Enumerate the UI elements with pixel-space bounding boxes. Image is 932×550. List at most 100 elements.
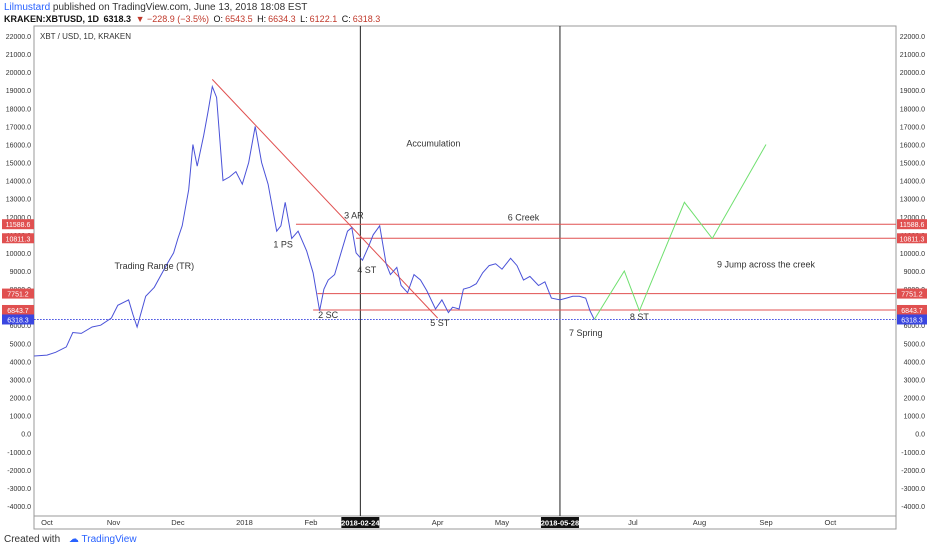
x-tick-label: Jul bbox=[628, 518, 638, 527]
y-tick-label-right: 0.0 bbox=[915, 432, 925, 439]
low-label: L: bbox=[300, 14, 308, 24]
y-tick-label-left: 6000.0 bbox=[10, 323, 32, 330]
level-label-right: 6843.7 bbox=[901, 308, 923, 315]
y-tick-label-left: 1000.0 bbox=[10, 414, 32, 421]
x-tick-label: May bbox=[495, 518, 509, 527]
y-tick-label-right: 3000.0 bbox=[904, 377, 926, 384]
x-tick-label: 2018 bbox=[236, 518, 253, 527]
level-badge-right bbox=[897, 304, 927, 315]
level-badge-right bbox=[897, 288, 927, 299]
y-tick-label-right: 20000.0 bbox=[900, 70, 925, 77]
y-tick-label-left: 0.0 bbox=[21, 432, 31, 439]
annotation-label: 3 AR bbox=[344, 211, 364, 221]
high-value: 6634.3 bbox=[268, 14, 296, 24]
y-tick-label-left: 21000.0 bbox=[6, 52, 31, 59]
level-badge-left bbox=[2, 314, 34, 325]
annotation-label: 2 SC bbox=[318, 310, 339, 320]
y-tick-label-right: 21000.0 bbox=[900, 52, 925, 59]
x-tick-label: Oct bbox=[41, 518, 54, 527]
y-tick-label-left: 12000.0 bbox=[6, 215, 31, 222]
level-badge-left bbox=[2, 304, 34, 315]
level-label-right: 7751.2 bbox=[901, 292, 923, 299]
y-tick-label-left: 14000.0 bbox=[6, 179, 31, 186]
y-tick-label-right: 18000.0 bbox=[900, 106, 925, 113]
last-price: 6318.3 bbox=[103, 14, 132, 24]
level-label-right: 10811.3 bbox=[900, 236, 925, 243]
annotation-label: 4 ST bbox=[357, 265, 377, 275]
projection-line bbox=[593, 144, 767, 320]
symbol-label: KRAKEN:XBTUSD, 1D bbox=[4, 14, 100, 24]
close-label: C: bbox=[341, 14, 351, 24]
y-tick-label-left: 17000.0 bbox=[6, 124, 31, 131]
y-tick-label-left: 9000.0 bbox=[10, 269, 32, 276]
x-tick-label: Apr bbox=[432, 518, 444, 527]
annotation-label: 6 Creek bbox=[508, 212, 540, 222]
level-label-left: 10811.3 bbox=[6, 236, 31, 243]
x-tick-label: Sep bbox=[759, 518, 772, 527]
y-tick-label-right: -2000.0 bbox=[901, 468, 925, 475]
level-badge-right bbox=[897, 219, 927, 230]
annotation-label: 8 ST bbox=[630, 312, 650, 322]
y-tick-label-left: 13000.0 bbox=[6, 197, 31, 204]
y-tick-label-right: 12000.0 bbox=[900, 215, 925, 222]
event-date-badge bbox=[341, 517, 380, 528]
plot-frame bbox=[33, 25, 897, 530]
open-label: O: bbox=[213, 14, 224, 24]
y-tick-label-right: 2000.0 bbox=[904, 396, 926, 403]
price-change: ▼ −228.9 (−3.5%) bbox=[135, 14, 210, 24]
y-tick-label-right: 1000.0 bbox=[904, 414, 926, 421]
y-tick-label-right: 16000.0 bbox=[900, 142, 925, 149]
y-tick-label-right: 10000.0 bbox=[900, 251, 925, 258]
y-tick-label-right: 4000.0 bbox=[904, 359, 926, 366]
published-text: published on TradingView.com, June 13, 2… bbox=[52, 2, 308, 13]
x-tick-label: Aug bbox=[693, 518, 706, 527]
y-tick-label-right: 14000.0 bbox=[900, 179, 925, 186]
price-line bbox=[34, 84, 595, 357]
open-value: 6543.5 bbox=[225, 14, 253, 24]
footer: Created with ☁ TradingView bbox=[4, 534, 137, 545]
symbol-ohlc-line: KRAKEN:XBTUSD, 1D 6318.3 ▼ −228.9 (−3.5%… bbox=[4, 14, 382, 24]
y-tick-label-right: 5000.0 bbox=[904, 341, 926, 348]
y-tick-label-left: -3000.0 bbox=[7, 486, 31, 493]
y-tick-label-left: 5000.0 bbox=[10, 341, 32, 348]
y-tick-label-right: 6000.0 bbox=[904, 323, 926, 330]
y-tick-label-left: -4000.0 bbox=[7, 504, 31, 511]
y-tick-label-left: 16000.0 bbox=[6, 142, 31, 149]
y-tick-label-left: -2000.0 bbox=[7, 468, 31, 475]
event-date-label: 2018-05-28 bbox=[541, 519, 579, 528]
author-link[interactable]: Lilmustard bbox=[4, 2, 51, 13]
tradingview-logo[interactable]: ☁ TradingView bbox=[68, 534, 137, 545]
y-tick-label-left: 20000.0 bbox=[6, 70, 31, 77]
level-badge-left bbox=[2, 233, 34, 244]
event-date-badge bbox=[540, 517, 579, 528]
annotation-label: 1 PS bbox=[273, 240, 293, 250]
level-label-right: 11588.6 bbox=[900, 222, 925, 229]
y-tick-label-right: 22000.0 bbox=[900, 34, 925, 41]
x-tick-label: Dec bbox=[171, 518, 185, 527]
y-tick-label-right: 9000.0 bbox=[904, 269, 926, 276]
y-tick-label-right: 13000.0 bbox=[900, 197, 925, 204]
y-tick-label-right: 19000.0 bbox=[900, 88, 925, 95]
y-tick-label-left: 4000.0 bbox=[10, 359, 32, 366]
level-badge-left bbox=[2, 288, 34, 299]
low-value: 6122.1 bbox=[309, 14, 338, 24]
close-value: 6318.3 bbox=[352, 14, 381, 24]
level-badge-left bbox=[2, 219, 34, 230]
annotation-label: 5 ST bbox=[430, 318, 450, 328]
level-label-left: 6318.3 bbox=[7, 317, 29, 324]
created-with-text: Created with bbox=[4, 534, 61, 545]
x-tick-label: Feb bbox=[305, 518, 318, 527]
y-tick-label-left: 22000.0 bbox=[6, 34, 31, 41]
y-tick-label-right: -1000.0 bbox=[901, 450, 925, 457]
y-tick-label-left: 18000.0 bbox=[6, 106, 31, 113]
x-tick-label: Oct bbox=[825, 518, 838, 527]
event-date-label: 2018-02-24 bbox=[341, 519, 380, 528]
y-tick-label-left: 15000.0 bbox=[6, 161, 31, 168]
level-badge-right bbox=[897, 314, 927, 325]
annotation-label: 9 Jump across the creek bbox=[717, 259, 816, 269]
level-label-right: 6318.3 bbox=[901, 317, 923, 324]
level-label-left: 6843.7 bbox=[7, 308, 29, 315]
y-tick-label-left: 2000.0 bbox=[10, 396, 32, 403]
y-tick-label-right: 17000.0 bbox=[900, 124, 925, 131]
